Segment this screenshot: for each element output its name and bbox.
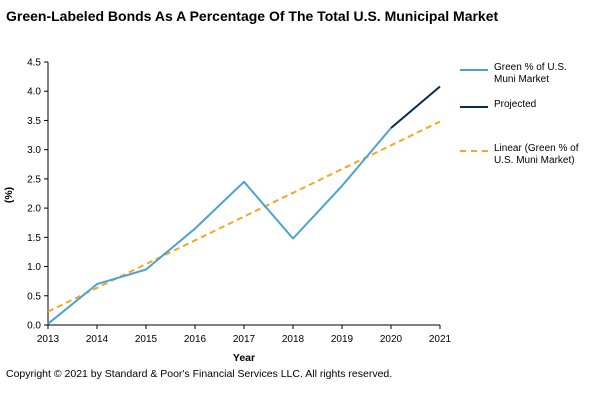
axes: 0.0 0.5 1.0 1.5 2.0 2.5 3.0 3.5 4.0 4.5 2013 2014 20… [27, 58, 451, 346]
x-tick-label: 2019 [331, 334, 354, 345]
legend-label-green-share: Green % of U.S. Muni Market [494, 62, 567, 85]
legend-label-projected: Projected [494, 99, 537, 110]
y-tick-label: 3.5 [27, 116, 41, 127]
x-tick-label: 2016 [184, 334, 207, 345]
series-layer [47, 85, 441, 325]
y-tick-label: 1.0 [27, 262, 41, 273]
y-axis-label: (%) [3, 187, 15, 203]
series-line-linear-trend [47, 120, 441, 313]
y-tick-label: 0.5 [27, 291, 41, 302]
y-tick-label: 4.5 [27, 58, 41, 69]
legend-item-linear: Linear (Green % of U.S. Muni Market) [460, 143, 584, 167]
x-tick-label: 2014 [86, 334, 109, 345]
y-tick-label: 2.5 [27, 174, 41, 185]
legend-item-projected: Projected [460, 99, 584, 111]
y-tick-label: 2.0 [27, 204, 41, 215]
series-line-green-share [47, 127, 392, 325]
legend-item-green-share: Green % of U.S. Muni Market [460, 62, 584, 86]
legend-label-linear: Linear (Green % of U.S. Muni Market) [494, 143, 579, 166]
y-tick-label: 3.0 [27, 145, 41, 156]
x-tick-label: 2013 [37, 334, 60, 345]
x-tick-label: 2017 [233, 334, 256, 345]
x-axis-label: Year [233, 352, 255, 364]
series-line-projected [390, 85, 441, 129]
chart-title: Green-Labeled Bonds As A Percentage Of T… [6, 8, 499, 24]
x-tick-label: 2021 [429, 334, 452, 345]
x-tick-label: 2018 [282, 334, 305, 345]
legend-swatch-green-share [460, 69, 488, 71]
y-tick-label: 0.0 [27, 321, 41, 332]
y-tick-label: 1.5 [27, 233, 41, 244]
legend-swatch-projected [460, 106, 488, 108]
copyright-note: Copyright © 2021 by Standard & Poor's Fi… [6, 368, 393, 380]
x-tick-label: 2015 [135, 334, 158, 345]
x-tick-label: 2020 [380, 334, 403, 345]
y-tick-label: 4.0 [27, 87, 41, 98]
legend-swatch-linear [460, 150, 488, 152]
